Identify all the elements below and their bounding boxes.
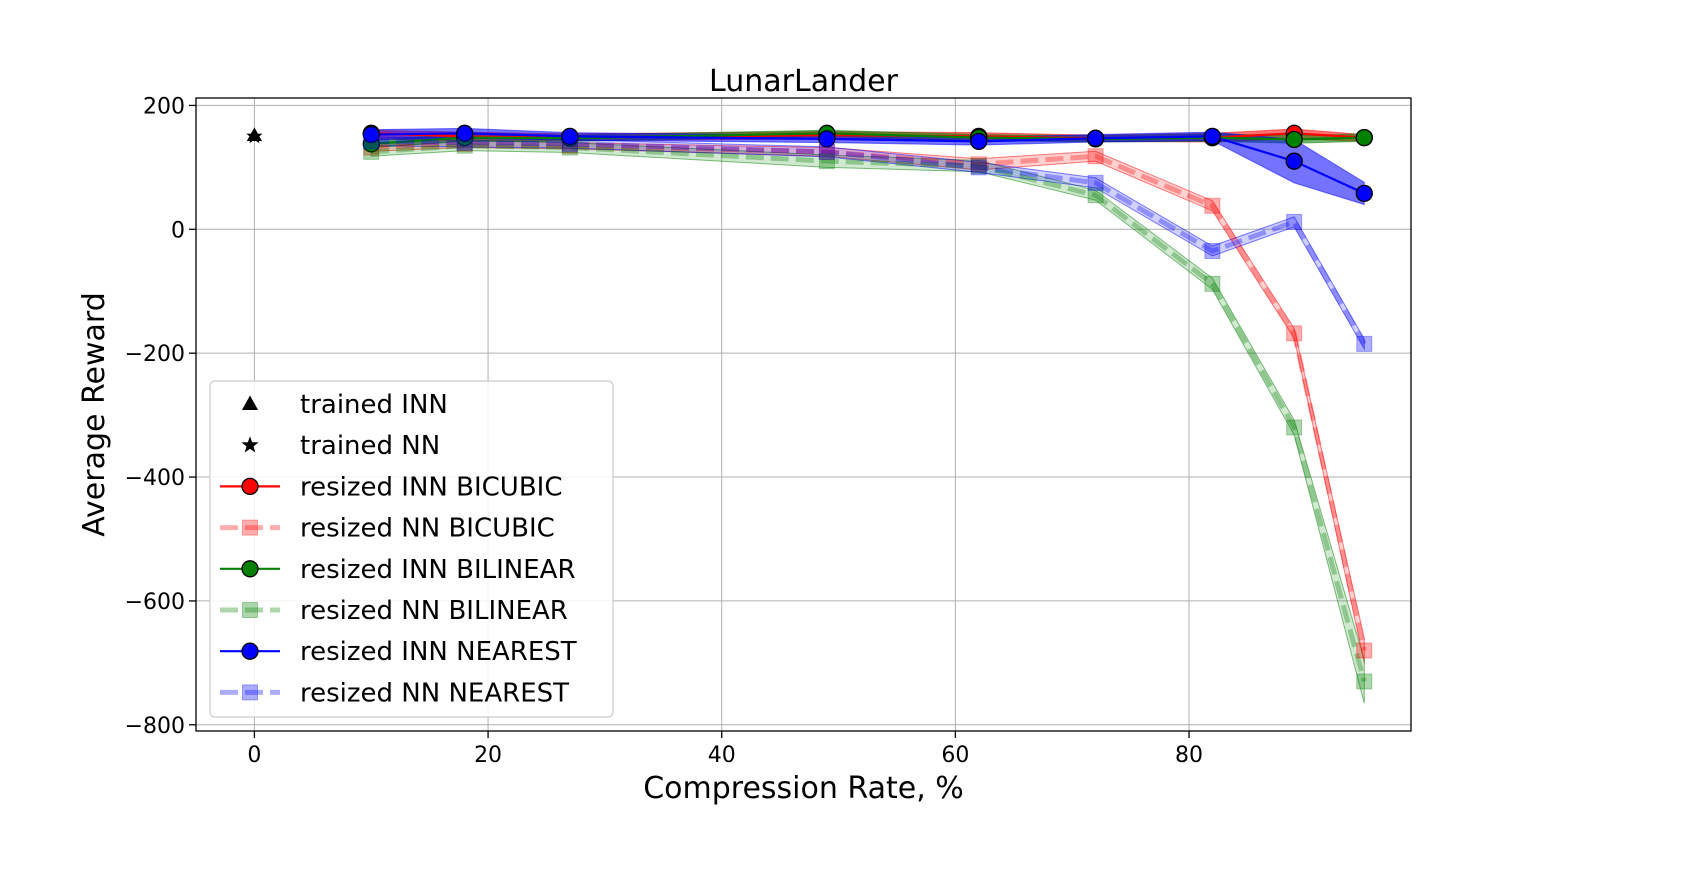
x-tick-label: 80: [1175, 743, 1203, 768]
point-resized-inn-bilinear: [1355, 128, 1373, 147]
legend-triangle-marker: [241, 395, 259, 410]
legend-marker: [241, 642, 259, 660]
legend-label: resized NN BILINEAR: [300, 596, 568, 626]
y-tick-label: −800: [125, 714, 185, 739]
point-resized-nn-nearest: [1204, 242, 1221, 259]
legend-label: resized NN BICUBIC: [300, 514, 555, 544]
point-resized-nn-bilinear: [1087, 187, 1104, 204]
line-resized-nn-bicubic: [371, 141, 1367, 652]
legend-box: [209, 380, 614, 718]
point-resized-nn-bilinear: [970, 158, 987, 175]
y-axis-title: Average Reward: [77, 292, 112, 536]
legend-label: resized NN NEAREST: [300, 678, 569, 708]
y-tick-label: −200: [125, 342, 185, 367]
y-tick-label: 200: [143, 94, 185, 119]
legend-star-marker: [241, 436, 259, 453]
x-tick-label: 60: [941, 743, 969, 768]
point-resized-nn-bicubic: [1286, 325, 1303, 342]
reference-points: [246, 127, 263, 144]
point-resized-nn-bilinear: [1356, 673, 1373, 690]
point-trained-nn: [246, 127, 263, 144]
legend-label: resized INN NEAREST: [300, 637, 577, 667]
axes: 0 20 40 60 80 200 0 −200 −400 −600 −800: [125, 94, 1203, 768]
point-resized-inn-nearest: [362, 125, 380, 144]
point-resized-nn-bicubic: [1356, 642, 1373, 659]
point-resized-nn-bilinear: [363, 143, 380, 160]
y-tick-label: −400: [125, 466, 185, 491]
point-resized-inn-nearest: [818, 130, 836, 148]
chart-title: LunarLander: [709, 64, 899, 99]
point-resized-nn-nearest: [363, 133, 380, 150]
legend-marker: [241, 477, 259, 496]
x-tick-label: 20: [474, 743, 502, 768]
point-resized-inn-nearest: [561, 127, 579, 146]
x-axis-title: Compression Rate, %: [643, 771, 964, 806]
point-resized-nn-bicubic: [1204, 197, 1221, 214]
series-markers: [362, 124, 1373, 690]
point-resized-nn-bilinear: [1286, 419, 1303, 436]
point-resized-nn-nearest: [561, 135, 578, 152]
point-resized-inn-nearest: [1086, 129, 1105, 147]
point-resized-inn-nearest: [456, 124, 474, 142]
legend-marker: [241, 560, 259, 578]
point-resized-inn-nearest: [970, 132, 988, 151]
x-tick-label: 0: [247, 743, 261, 768]
legend: trained INN trained NN resized INN BICUBIC…: [209, 380, 614, 718]
point-resized-nn-bilinear: [818, 153, 835, 170]
plot-frame: [195, 97, 1412, 732]
point-resized-nn-nearest: [456, 134, 473, 151]
legend-marker: [242, 519, 258, 536]
point-resized-nn-nearest: [1356, 335, 1373, 352]
y-tick-label: 0: [171, 218, 185, 243]
point-resized-inn-bilinear: [1285, 130, 1303, 149]
legend-label: resized INN BILINEAR: [300, 555, 576, 585]
point-resized-nn-nearest: [1286, 213, 1303, 230]
point-resized-nn-bicubic: [970, 156, 987, 173]
point-resized-nn-nearest: [970, 159, 987, 176]
point-resized-nn-bicubic: [1087, 148, 1104, 165]
legend-marker: [242, 684, 258, 701]
band-resized-nn-bilinear: [370, 140, 1365, 704]
legend-marker: [242, 602, 258, 618]
x-tick-label: 40: [708, 743, 736, 768]
legend-label: resized INN BICUBIC: [300, 472, 562, 502]
line-resized-nn-bilinear: [371, 143, 1367, 683]
y-tick-label: −600: [125, 590, 185, 615]
legend-label: trained NN: [300, 431, 440, 461]
point-resized-inn-nearest: [1203, 127, 1222, 146]
legend-label: trained INN: [300, 390, 448, 420]
point-resized-inn-nearest: [1285, 152, 1303, 170]
line-resized-nn-nearest: [371, 138, 1367, 346]
point-resized-nn-bilinear: [1204, 275, 1221, 292]
point-resized-nn-nearest: [1087, 174, 1104, 191]
point-resized-nn-nearest: [818, 143, 835, 160]
point-resized-inn-nearest: [1355, 184, 1373, 203]
